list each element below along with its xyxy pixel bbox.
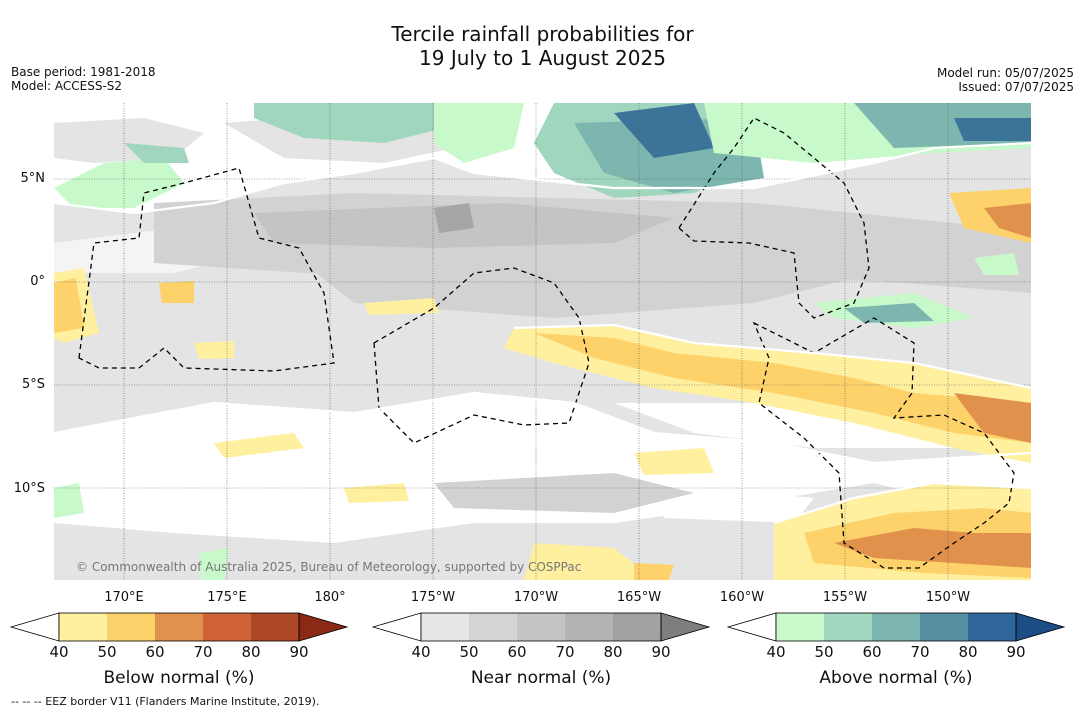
issued-date: Issued: 07/07/2025 xyxy=(958,80,1074,94)
cb1-seg2 xyxy=(469,613,517,641)
lon-label-175e: 175°E xyxy=(207,590,247,605)
cb0-seg3 xyxy=(155,613,203,641)
lat-label-5n: 5°N xyxy=(20,171,46,186)
eez-footnote: -- -- -- EEZ border V11 (Flanders Marine… xyxy=(11,695,320,708)
cb1-seg4 xyxy=(565,613,613,641)
map-copyright: © Commonwealth of Australia 2025, Bureau… xyxy=(76,560,582,574)
cb1-tick-4: 80 xyxy=(603,643,623,661)
meta-right: Model run: 05/07/2025 Issued: 07/07/2025 xyxy=(937,66,1074,94)
lon-label-175w: 175°W xyxy=(410,590,456,605)
meta-left: Base period: 1981-2018 Model: ACCESS-S2 xyxy=(11,65,156,93)
cb2-seg6 xyxy=(1015,612,1066,642)
model-name: Model: ACCESS-S2 xyxy=(11,79,123,93)
cb0-seg5 xyxy=(251,613,299,641)
colorbar-above-normal xyxy=(726,612,1067,648)
cb2-seg4 xyxy=(920,613,968,641)
cb0-seg0 xyxy=(9,612,60,642)
lat-label-5s: 5°S xyxy=(21,377,45,392)
cb2-tick-1: 50 xyxy=(814,643,834,661)
cb0-tick-3: 70 xyxy=(193,643,213,661)
cb2-seg5 xyxy=(968,613,1016,641)
cb0-tick-5: 90 xyxy=(289,643,309,661)
lat-label-0: 0° xyxy=(30,274,45,289)
colorbar-near-normal-swatches xyxy=(371,612,711,642)
cb0-tick-0: 40 xyxy=(49,643,69,661)
cb0-tick-2: 60 xyxy=(145,643,165,661)
cb1-seg3 xyxy=(517,613,565,641)
cb0-seg6 xyxy=(298,612,349,642)
colorbar-below-normal xyxy=(9,612,350,648)
title-line-2: 19 July to 1 August 2025 xyxy=(419,46,666,70)
lat-label-10s: 10°S xyxy=(13,481,45,496)
lon-label-170w: 170°W xyxy=(513,590,559,605)
lon-label-160w: 160°W xyxy=(719,590,765,605)
cb2-seg3 xyxy=(872,613,920,641)
cb1-tick-1: 50 xyxy=(459,643,479,661)
lon-label-155w: 155°W xyxy=(822,590,868,605)
cb2-tick-0: 40 xyxy=(766,643,786,661)
lon-label-170e: 170°E xyxy=(104,590,144,605)
title-line-1: Tercile rainfall probabilities for xyxy=(391,22,694,46)
cb0-seg2 xyxy=(107,613,155,641)
cb1-tick-2: 60 xyxy=(507,643,527,661)
cb2-tick-3: 70 xyxy=(910,643,930,661)
cb0-seg1 xyxy=(59,613,107,641)
lon-label-150w: 150°W xyxy=(925,590,971,605)
cb2-title: Above normal (%) xyxy=(819,668,973,688)
colorbar-above-normal-swatches xyxy=(726,612,1066,642)
cb1-seg5 xyxy=(613,613,661,641)
cb0-seg4 xyxy=(203,613,251,641)
cb2-seg1 xyxy=(776,613,824,641)
map-title: Tercile rainfall probabilities for 19 Ju… xyxy=(0,22,1085,70)
map-canvas xyxy=(54,103,1031,580)
cb2-tick-2: 60 xyxy=(862,643,882,661)
cb2-seg2 xyxy=(824,613,872,641)
cb2-tick-4: 80 xyxy=(958,643,978,661)
cb1-seg6 xyxy=(660,612,711,642)
cb2-seg0 xyxy=(726,612,777,642)
cb0-tick-1: 50 xyxy=(97,643,117,661)
colorbar-near-normal xyxy=(371,612,712,648)
probability-map: © Commonwealth of Australia 2025, Bureau… xyxy=(54,103,1031,580)
cb0-tick-4: 80 xyxy=(241,643,261,661)
cb1-seg1 xyxy=(421,613,469,641)
base-period: Base period: 1981-2018 xyxy=(11,65,156,79)
lon-label-180: 180° xyxy=(314,590,346,605)
cb2-tick-5: 90 xyxy=(1006,643,1026,661)
cb1-seg0 xyxy=(371,612,422,642)
cb1-tick-0: 40 xyxy=(411,643,431,661)
model-run: Model run: 05/07/2025 xyxy=(936,66,1074,80)
cb1-title: Near normal (%) xyxy=(470,668,612,688)
cb0-title: Below normal (%) xyxy=(103,668,255,688)
cb1-tick-3: 70 xyxy=(555,643,575,661)
lon-label-165w: 165°W xyxy=(616,590,662,605)
colorbar-below-normal-swatches xyxy=(9,612,349,642)
cb1-tick-5: 90 xyxy=(651,643,671,661)
